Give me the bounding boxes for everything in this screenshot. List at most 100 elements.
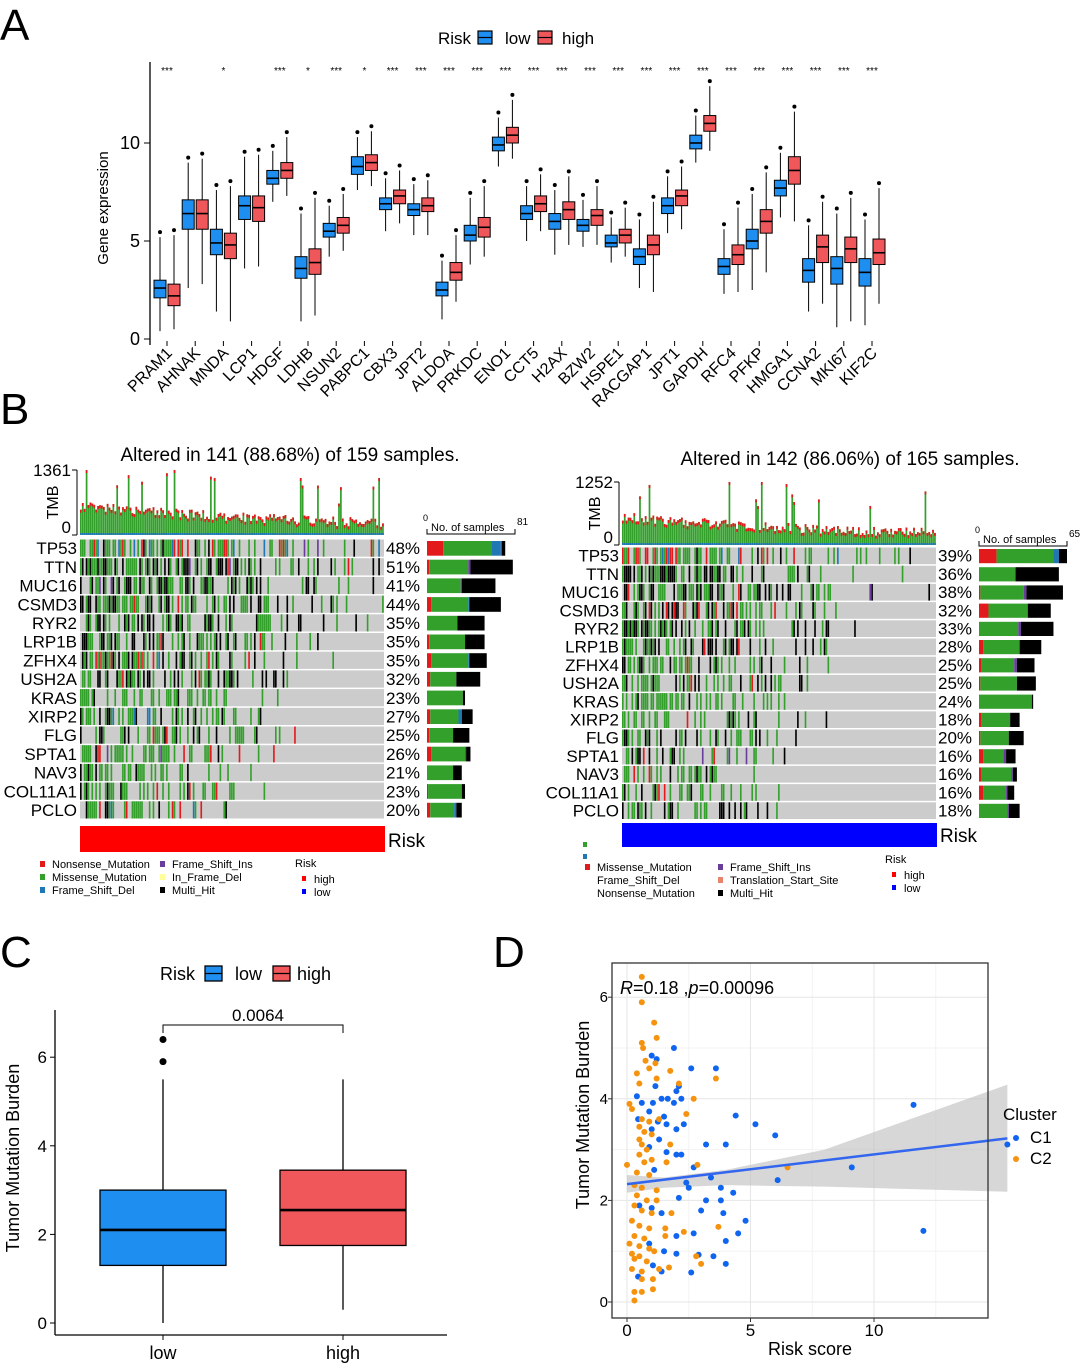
side-axis-min: 0 <box>423 513 428 523</box>
mutation-cell <box>690 583 693 601</box>
mutation-cell <box>108 801 111 819</box>
scatter-point-C1 <box>710 1253 717 1260</box>
mutation-cell <box>187 558 189 576</box>
tmb-bar-fsdel <box>871 543 874 545</box>
side-axis-label: No. of samples <box>983 534 1057 546</box>
tmb-bar-fsdel <box>162 533 164 535</box>
mutation-cell <box>137 763 139 782</box>
tmb-bar <box>185 515 187 535</box>
mutation-cell <box>202 689 204 707</box>
tmb-bar-nonsense <box>261 519 264 523</box>
tmb-bar-fsdel <box>644 543 647 545</box>
tmb-bar-nonsense <box>380 526 382 530</box>
mutation-cell <box>637 583 639 601</box>
mutation-cell <box>175 651 178 669</box>
scatter-point-C2 <box>626 1240 633 1247</box>
tmb-bar-fsdel <box>656 543 658 545</box>
annotation-p-val: =0.00096 <box>699 978 775 998</box>
mutation-cell <box>764 583 767 601</box>
tmb-bar-nonsense <box>734 523 736 527</box>
mutation-cell <box>317 539 319 557</box>
mutation-cell <box>675 547 677 565</box>
scatter-point-C2 <box>683 1111 690 1118</box>
mutation-cell <box>818 583 820 601</box>
annotation-r-val: =0.18 , <box>633 978 689 998</box>
tmb-bar-fsdel <box>650 543 653 545</box>
tmb-bar <box>89 502 92 535</box>
sample-count-bar-missense_mutation <box>427 615 458 631</box>
mutation-cell <box>382 595 384 613</box>
tmb-bar <box>301 485 304 535</box>
tmb-bar-fsdel <box>859 543 862 545</box>
row-background <box>622 638 936 656</box>
tmb-bar-nonsense <box>122 507 124 511</box>
box-low <box>689 134 703 150</box>
gene-row-NAV3: NAV3 16% <box>576 765 1017 784</box>
sample-count-bar-missense_mutation <box>979 567 1016 582</box>
mutation-cell <box>779 547 782 565</box>
sample-count-bar-multi_hit <box>1058 549 1067 564</box>
mutation-cell <box>814 620 816 637</box>
tmb-bar <box>252 515 254 535</box>
significance-label: *** <box>641 66 653 77</box>
tmb-bar <box>696 523 698 545</box>
mutation-cell <box>656 784 658 801</box>
mutation-cell <box>623 547 626 565</box>
box-high <box>675 189 689 207</box>
mutation-cell <box>284 539 287 557</box>
scatter-point-C1 <box>730 1189 737 1196</box>
mutation-cell <box>823 602 826 619</box>
mutation-cell <box>660 620 662 637</box>
mutation-cell <box>313 576 315 595</box>
mutation-cell <box>187 689 189 707</box>
mutation-cell <box>131 801 134 819</box>
gene-row-ZFHX4: ZFHX4 35% <box>23 651 487 670</box>
tmb-bar-nonsense <box>690 522 693 526</box>
mutation-cell <box>738 711 740 728</box>
mutation-cell <box>661 565 664 583</box>
risk-legend-label: low <box>904 883 921 895</box>
mutation-cell <box>637 802 639 819</box>
tmb-bar-nonsense <box>722 520 725 524</box>
tmb-bar <box>749 528 752 545</box>
legend-swatch-stray <box>583 842 587 847</box>
mutation-cell <box>164 539 166 557</box>
tmb-bar <box>269 514 272 535</box>
mutation-cell <box>166 539 168 557</box>
mutation-cell <box>667 711 670 728</box>
mutation-cell <box>709 638 712 656</box>
sample-count-bar-missense_mutation <box>427 765 454 781</box>
mutation-cell <box>661 583 664 601</box>
outlier-point <box>623 200 628 205</box>
tmb-bar-fsdel <box>110 533 113 535</box>
tmb-bar <box>116 485 119 535</box>
scatter-series-C2 <box>624 973 791 1304</box>
mutation-cell <box>169 670 172 688</box>
tmb-bar-fsdel <box>768 543 771 545</box>
mutation-cell <box>372 558 375 576</box>
gene-row-MUC16: MUC16 38% <box>561 583 1063 602</box>
tmb-bar-nonsense <box>213 478 216 482</box>
mutation-cell <box>701 638 704 656</box>
tmb-bar-nonsense <box>324 518 327 522</box>
mutation-cell <box>669 547 672 565</box>
tmb-bar <box>246 514 249 535</box>
scatter-point-C1 <box>646 1108 653 1115</box>
tmb-bar-fsdel <box>280 533 283 535</box>
scatter-point-C1 <box>649 1099 656 1106</box>
box-low <box>604 234 618 248</box>
tmb-bar-nonsense <box>816 525 818 529</box>
mutation-cell <box>739 620 742 637</box>
tmb-bar-fsdel <box>95 533 98 535</box>
tmb-bar-nonsense <box>642 522 645 526</box>
tmb-bar-nonsense <box>905 527 908 531</box>
mutation-cell <box>757 547 759 565</box>
mutation-cell <box>641 620 643 637</box>
scatter-point-C2 <box>668 1210 675 1217</box>
mutation-cell <box>793 565 795 583</box>
mutation-cell <box>221 539 224 557</box>
tmb-bar-nonsense <box>802 532 805 536</box>
mutation-cell <box>95 726 97 744</box>
mutation-cell <box>122 689 124 707</box>
mutation-cell <box>313 558 315 576</box>
